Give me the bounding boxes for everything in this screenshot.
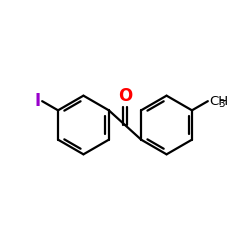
Text: 3: 3 <box>218 99 225 109</box>
Text: CH: CH <box>209 95 228 108</box>
Text: I: I <box>35 92 41 110</box>
Text: O: O <box>118 87 132 105</box>
